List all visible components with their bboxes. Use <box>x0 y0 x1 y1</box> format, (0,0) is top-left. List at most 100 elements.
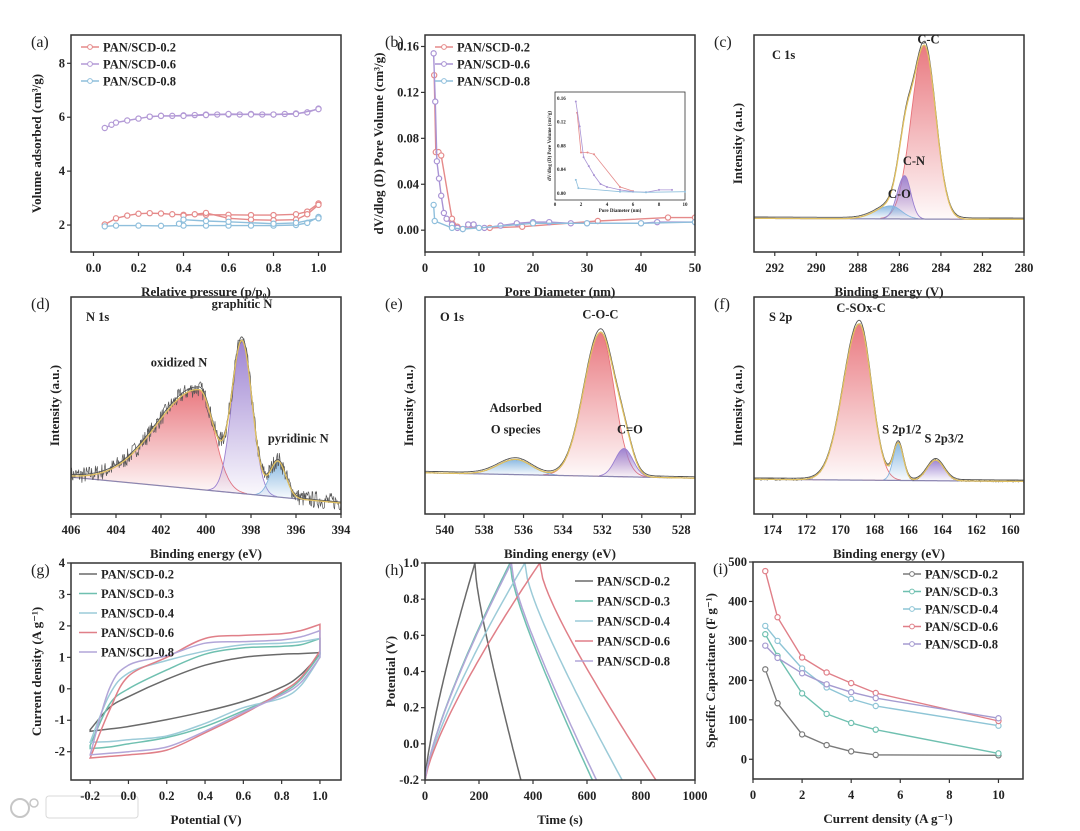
plot-area <box>101 105 322 230</box>
x-tick-label: 0.2 <box>131 261 147 275</box>
inset-data-point <box>586 151 589 154</box>
x-tick-label: 4 <box>848 788 855 802</box>
data-point <box>798 654 806 661</box>
legend-marker <box>87 44 93 50</box>
plot-area <box>88 623 321 759</box>
panel-g: (g) -0.2 0.0 0.2 0.4 0.6 0.8 1.0 -2 -1 0 1 2 3 4 Potent… <box>29 556 342 827</box>
plot-frame <box>752 561 1024 780</box>
data-point <box>529 220 537 227</box>
y-axis-label: Intensity (a.u.) <box>47 365 62 446</box>
data-point <box>135 222 142 229</box>
peak-label: O species <box>491 423 541 437</box>
legend-marker <box>87 61 93 67</box>
legend-label: PAN/SCD-0.8 <box>925 638 998 652</box>
panel-label: (d) <box>31 296 50 313</box>
plot-area <box>754 319 1024 483</box>
y-axis-label: dV/dlog (D) Pore Volume (cm³/g) <box>371 52 386 234</box>
x-tick-label: 162 <box>967 523 986 537</box>
data-point <box>101 223 108 230</box>
x-tick-label: 0.6 <box>236 789 252 803</box>
data-point <box>664 214 672 221</box>
inset-data-point <box>658 188 660 191</box>
x-tick-label: 0.4 <box>197 789 213 803</box>
data-point <box>124 212 131 219</box>
inset-data-point <box>606 185 608 188</box>
y-tick-label: -2 <box>55 745 65 759</box>
x-tick-label: 2 <box>799 788 805 802</box>
x-tick-label: 172 <box>797 523 816 537</box>
y-axis-label: Potential (V) <box>383 636 398 707</box>
x-axis-label: Binding energy (eV) <box>833 546 945 561</box>
legend-label: PAN/SCD-0.2 <box>103 41 176 55</box>
data-point <box>872 751 879 759</box>
x-tick-label: 10 <box>992 788 1005 802</box>
desorption-point <box>292 110 300 118</box>
data-point <box>443 215 450 222</box>
legend-label: PAN/SCD-0.3 <box>101 587 174 601</box>
y-tick-label: 0.00 <box>397 223 419 237</box>
panel-a: (a) 0.0 0.2 0.4 0.6 0.8 1.0 2 4 6 8 Relative pressu… <box>29 34 342 299</box>
data-point <box>157 210 165 217</box>
x-axis-label: Binding energy (eV) <box>504 546 616 561</box>
data-point <box>270 211 277 219</box>
envelope-line <box>425 331 695 479</box>
x-tick-label: 0 <box>422 789 428 803</box>
data-point <box>847 695 855 703</box>
desorption-point <box>202 111 210 119</box>
inset-y-tick-label: 0.16 <box>557 97 566 102</box>
plot-frame <box>424 34 696 253</box>
plot-frame <box>424 562 696 781</box>
desorption-point <box>157 112 165 120</box>
inset-chart: 0 2 4 6 8 10 0.00 0.04 0.08 0.12 0.16 Pore Diameter… <box>547 91 688 214</box>
y-axis-label: Volume adsorbed (cm³/g) <box>29 74 44 213</box>
desorption-point <box>180 216 187 223</box>
data-point <box>654 218 661 226</box>
legend-item: PAN/SCD-0.4 <box>79 607 175 621</box>
legend-item: PAN/SCD-0.8 <box>81 75 176 89</box>
x-tick-label: 600 <box>578 789 597 803</box>
y-tick-label: 300 <box>728 634 747 648</box>
legend-item: PAN/SCD-0.6 <box>575 635 670 649</box>
legend-label: PAN/SCD-0.8 <box>457 75 530 89</box>
x-tick-label: 0 <box>422 261 428 275</box>
x-tick-label: 6 <box>897 788 903 802</box>
data-point <box>762 642 769 649</box>
y-axis-label: Current density (A g⁻¹) <box>29 607 44 736</box>
x-tick-label: 800 <box>632 789 651 803</box>
data-point <box>823 741 830 749</box>
data-point <box>995 715 1002 722</box>
spectrum-title: N 1s <box>86 310 109 324</box>
data-point <box>995 750 1002 757</box>
x-tick-label: 40 <box>635 261 648 275</box>
data-point <box>432 98 439 105</box>
y-tick-label: 6 <box>59 110 65 124</box>
y-axis-label: Intensity (a.u.) <box>730 103 745 184</box>
data-point <box>438 152 445 159</box>
y-tick-label: 0.12 <box>397 85 419 99</box>
fit-component-2 <box>468 458 558 476</box>
x-tick-label: 280 <box>1015 261 1034 275</box>
legend-item: PAN/SCD-0.8 <box>79 646 174 660</box>
gcd-curve-PAN/SCD-0.6 <box>425 563 657 780</box>
x-tick-label: 0.6 <box>221 261 237 275</box>
inset-data-point <box>619 185 621 188</box>
x-tick-label: 0.8 <box>266 261 282 275</box>
legend-item: PAN/SCD-0.2 <box>79 568 174 582</box>
inset-series-line <box>576 112 634 192</box>
data-point <box>774 654 781 662</box>
inset-data-point <box>593 153 595 156</box>
data-point <box>872 689 879 697</box>
x-tick-label: 50 <box>689 261 702 275</box>
inset-data-point <box>599 182 602 185</box>
spectrum-title: C 1s <box>772 48 795 62</box>
peak-label: pyridinic N <box>268 431 329 445</box>
x-tick-label: 174 <box>763 523 783 537</box>
legend-label: PAN/SCD-0.8 <box>101 646 174 660</box>
desorption-point <box>225 110 232 118</box>
noisy-spectrum <box>425 331 695 479</box>
legend-item: PAN/SCD-0.8 <box>575 655 670 669</box>
x-tick-label: 10 <box>473 261 486 275</box>
x-tick-label: 168 <box>865 523 884 537</box>
envelope-line <box>754 44 1024 221</box>
